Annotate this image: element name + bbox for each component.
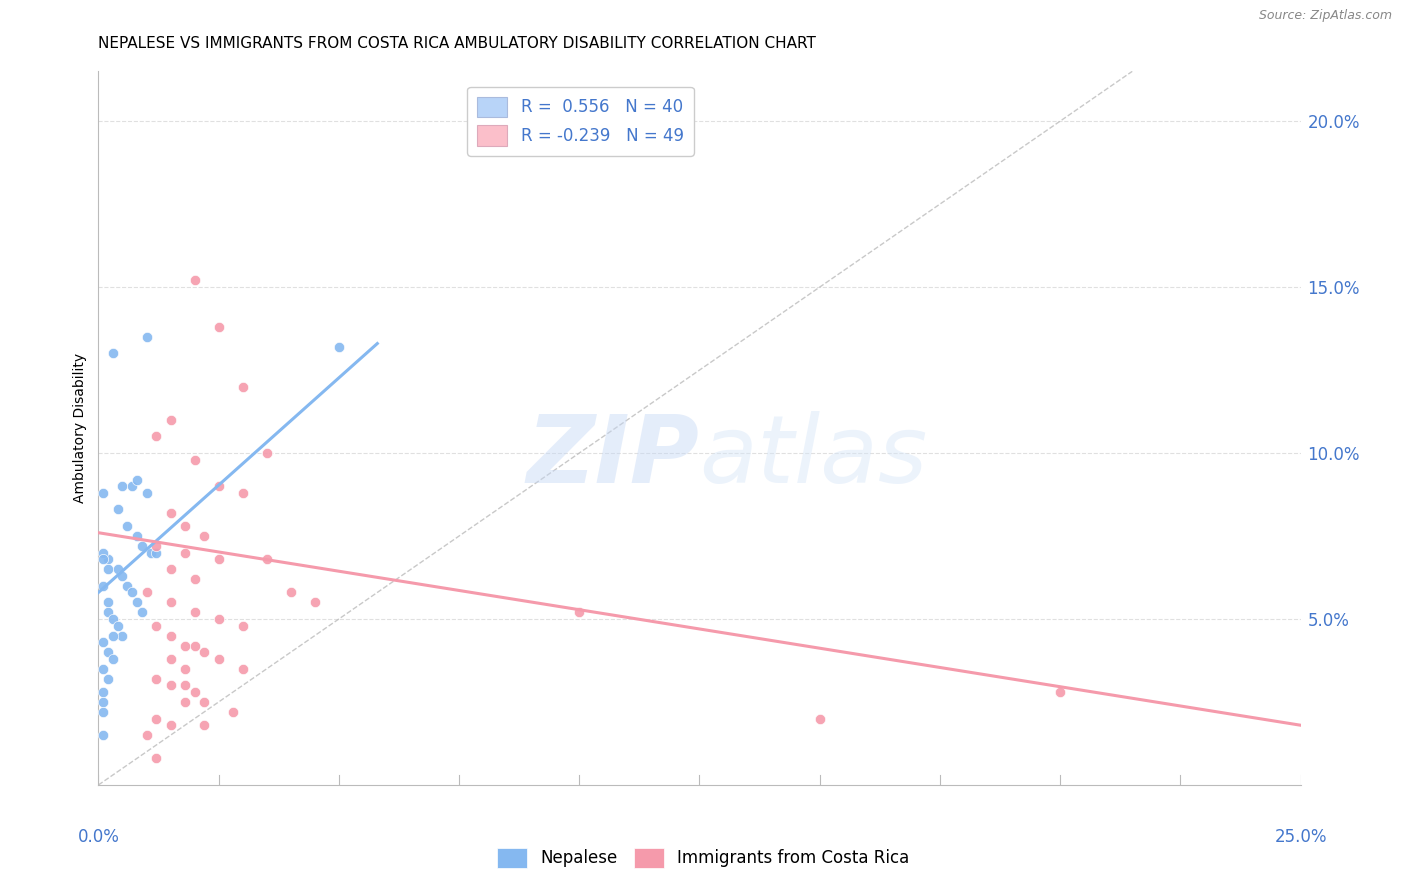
Point — [145, 751, 167, 765]
Text: NEPALESE VS IMMIGRANTS FROM COSTA RICA AMBULATORY DISABILITY CORRELATION CHART: NEPALESE VS IMMIGRANTS FROM COSTA RICA A… — [98, 36, 817, 51]
Point — [117, 519, 139, 533]
Point — [101, 629, 124, 643]
Point — [111, 629, 134, 643]
Point — [183, 273, 205, 287]
Point — [208, 552, 231, 566]
Point — [91, 552, 114, 566]
Point — [101, 652, 124, 666]
Point — [208, 612, 231, 626]
Point — [111, 479, 134, 493]
Point — [208, 652, 231, 666]
Point — [159, 652, 181, 666]
Point — [125, 473, 148, 487]
Point — [568, 606, 591, 620]
Point — [280, 585, 302, 599]
Point — [97, 645, 120, 659]
Point — [208, 320, 231, 334]
Point — [159, 413, 181, 427]
Point — [328, 340, 350, 354]
Y-axis label: Ambulatory Disability: Ambulatory Disability — [73, 353, 87, 503]
Point — [135, 728, 157, 742]
Point — [256, 552, 278, 566]
Point — [193, 695, 215, 709]
Point — [193, 529, 215, 543]
Point — [232, 486, 254, 500]
Point — [193, 718, 215, 732]
Point — [145, 539, 167, 553]
Point — [91, 546, 114, 560]
Point — [256, 446, 278, 460]
Point — [183, 685, 205, 699]
Point — [183, 639, 205, 653]
Point — [304, 595, 326, 609]
Point — [145, 618, 167, 632]
Point — [174, 695, 197, 709]
Point — [145, 712, 167, 726]
Point — [121, 479, 143, 493]
Point — [131, 539, 153, 553]
Point — [159, 718, 181, 732]
Point — [141, 546, 163, 560]
Point — [232, 379, 254, 393]
Point — [135, 486, 157, 500]
Point — [193, 645, 215, 659]
Point — [145, 429, 167, 443]
Point — [111, 569, 134, 583]
Point — [232, 662, 254, 676]
Point — [97, 595, 120, 609]
Point — [159, 562, 181, 576]
Text: ZIP: ZIP — [527, 410, 700, 503]
Point — [91, 685, 114, 699]
Point — [183, 606, 205, 620]
Point — [1049, 685, 1071, 699]
Text: atlas: atlas — [700, 411, 928, 502]
Point — [174, 639, 197, 653]
Point — [91, 635, 114, 649]
Point — [174, 662, 197, 676]
Point — [101, 346, 124, 360]
Point — [131, 606, 153, 620]
Point — [135, 585, 157, 599]
Point — [107, 502, 129, 516]
Point — [97, 562, 120, 576]
Point — [174, 546, 197, 560]
Point — [208, 479, 231, 493]
Point — [117, 579, 139, 593]
Legend: Nepalese, Immigrants from Costa Rica: Nepalese, Immigrants from Costa Rica — [489, 841, 917, 875]
Point — [159, 678, 181, 692]
Point — [91, 662, 114, 676]
Text: 0.0%: 0.0% — [77, 828, 120, 846]
Point — [91, 486, 114, 500]
Text: 25.0%: 25.0% — [1274, 828, 1327, 846]
Point — [222, 705, 245, 719]
Point — [91, 579, 114, 593]
Point — [107, 562, 129, 576]
Point — [183, 572, 205, 586]
Point — [145, 672, 167, 686]
Point — [808, 712, 831, 726]
Point — [91, 705, 114, 719]
Point — [159, 595, 181, 609]
Point — [135, 330, 157, 344]
Point — [145, 546, 167, 560]
Point — [125, 595, 148, 609]
Text: Source: ZipAtlas.com: Source: ZipAtlas.com — [1258, 9, 1392, 22]
Point — [101, 612, 124, 626]
Legend: R =  0.556   N = 40, R = -0.239   N = 49: R = 0.556 N = 40, R = -0.239 N = 49 — [467, 87, 693, 156]
Point — [97, 672, 120, 686]
Point — [174, 678, 197, 692]
Point — [174, 519, 197, 533]
Point — [183, 452, 205, 467]
Point — [107, 618, 129, 632]
Point — [159, 506, 181, 520]
Point — [91, 728, 114, 742]
Point — [125, 529, 148, 543]
Point — [232, 618, 254, 632]
Point — [91, 695, 114, 709]
Point — [97, 606, 120, 620]
Point — [121, 585, 143, 599]
Point — [97, 552, 120, 566]
Point — [159, 629, 181, 643]
